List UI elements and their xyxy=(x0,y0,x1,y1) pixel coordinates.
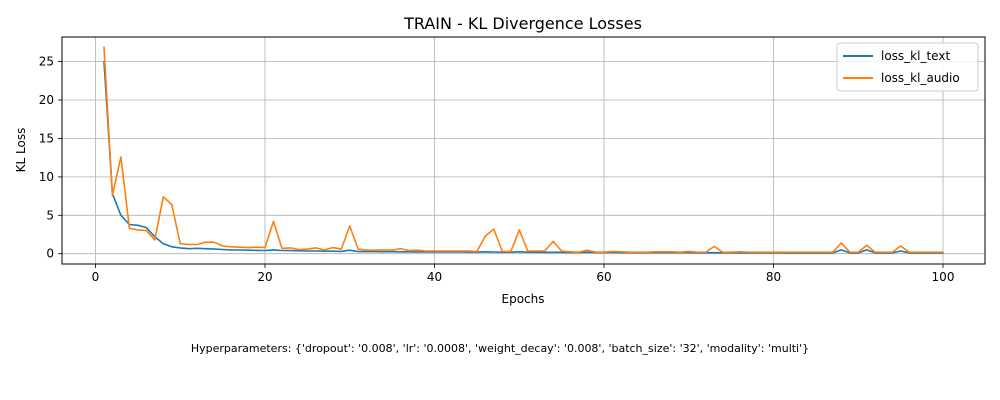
x-tick-label-4: 80 xyxy=(766,270,781,284)
y-tick-label-0: 0 xyxy=(46,247,54,261)
x-tick-label-3: 60 xyxy=(596,270,611,284)
y-axis-label: KL Loss xyxy=(14,128,28,173)
plot-frame xyxy=(61,36,986,265)
x-tick-label-1: 20 xyxy=(257,270,272,284)
y-tick-label-2: 10 xyxy=(39,170,54,184)
x-tick-label-5: 100 xyxy=(932,270,955,284)
y-tick-label-4: 20 xyxy=(39,93,54,107)
legend: loss_kl_text loss_kl_audio xyxy=(836,42,979,92)
hyperparameters-caption: Hyperparameters: {'dropout': '0.008', 'l… xyxy=(0,342,1000,355)
hyperparameters-text: Hyperparameters: {'dropout': '0.008', 'l… xyxy=(190,342,810,355)
y-tick-label-1: 5 xyxy=(46,208,54,222)
legend-label-text: loss_kl_text xyxy=(881,49,950,63)
series-layer xyxy=(103,46,944,254)
y-tick-label-3: 15 xyxy=(39,131,54,145)
series-line-loss-kl-audio xyxy=(103,46,944,253)
chart-title: TRAIN - KL Divergence Losses xyxy=(403,14,642,33)
x-axis-label: Epochs xyxy=(502,292,545,306)
legend-label-audio: loss_kl_audio xyxy=(881,71,960,85)
x-tick-label-0: 0 xyxy=(92,270,100,284)
x-tick-label-2: 40 xyxy=(427,270,442,284)
y-tick-label-5: 25 xyxy=(39,55,54,69)
axis-ticks: 0 20 40 60 80 100 0 5 10 15 20 25 xyxy=(39,55,955,284)
